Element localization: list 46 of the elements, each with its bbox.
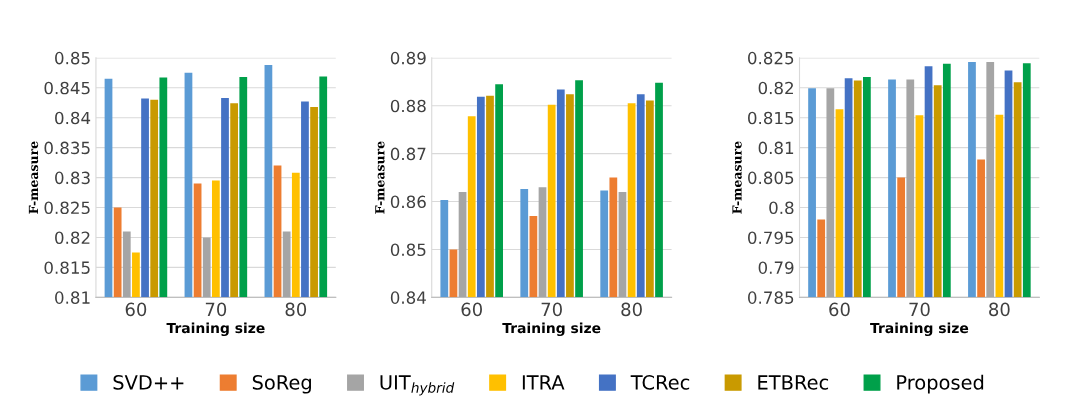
- x-axis-title: Training size: [166, 322, 265, 337]
- x-tick-label: 60: [125, 302, 147, 317]
- x-tick-label: 70: [541, 302, 562, 317]
- x-tick-label: 80: [989, 302, 1010, 317]
- y-tick-label: 0.82: [55, 231, 90, 245]
- x-tick-label: 80: [285, 302, 307, 317]
- y-tick-label: 0.81: [55, 291, 90, 304]
- y-tick-label: 0.785: [748, 291, 794, 304]
- x-tick-label: 80: [621, 302, 642, 317]
- legend-label: SVD++: [113, 375, 184, 390]
- y-tick-label: 0.81: [758, 141, 794, 155]
- y-tick-label: 0.845: [44, 81, 90, 95]
- x-tick-label: 70: [205, 302, 227, 317]
- x-axis-title: Training size: [870, 322, 969, 337]
- y-tick-label: 0.84: [55, 111, 91, 125]
- legend-label: UIT$_{hybrid}$: [380, 375, 455, 396]
- y-axis-title: F-measure: [375, 141, 385, 214]
- y-axis-title: F-measure: [732, 141, 742, 214]
- y-tick-label: 0.79: [758, 261, 794, 274]
- x-tick-label: 70: [909, 302, 930, 317]
- y-tick-label: 0.87: [390, 147, 426, 161]
- y-tick-label: 0.825: [748, 51, 794, 65]
- y-tick-label: 0.86: [390, 195, 426, 209]
- legend-label: TCRec: [630, 375, 690, 390]
- y-tick-label: 0.83: [55, 171, 90, 185]
- x-tick-label: 60: [829, 302, 850, 317]
- y-tick-label: 0.88: [390, 99, 426, 113]
- x-axis-title: Training size: [502, 322, 601, 337]
- y-tick-label: 0.805: [748, 171, 794, 185]
- y-tick-label: 0.835: [44, 141, 90, 155]
- x-tick-label: 60: [461, 302, 482, 317]
- y-tick-label: 0.8: [769, 201, 794, 215]
- legend-label: SoReg: [252, 375, 311, 394]
- y-tick-label: 0.89: [390, 51, 426, 65]
- legend-label: Proposed: [897, 374, 984, 394]
- y-tick-label: 0.84: [390, 291, 426, 304]
- legend-label: ETBRec: [758, 375, 829, 390]
- y-tick-label: 0.825: [44, 201, 90, 215]
- legend-label: ITRA: [522, 375, 565, 390]
- y-tick-label: 0.815: [44, 261, 90, 274]
- y-tick-label: 0.82: [758, 81, 793, 95]
- y-tick-label: 0.85: [55, 51, 90, 65]
- y-tick-label: 0.795: [748, 231, 794, 245]
- y-tick-label: 0.85: [390, 243, 426, 257]
- y-axis-title: F-measure: [28, 141, 39, 214]
- y-tick-label: 0.815: [748, 111, 794, 125]
